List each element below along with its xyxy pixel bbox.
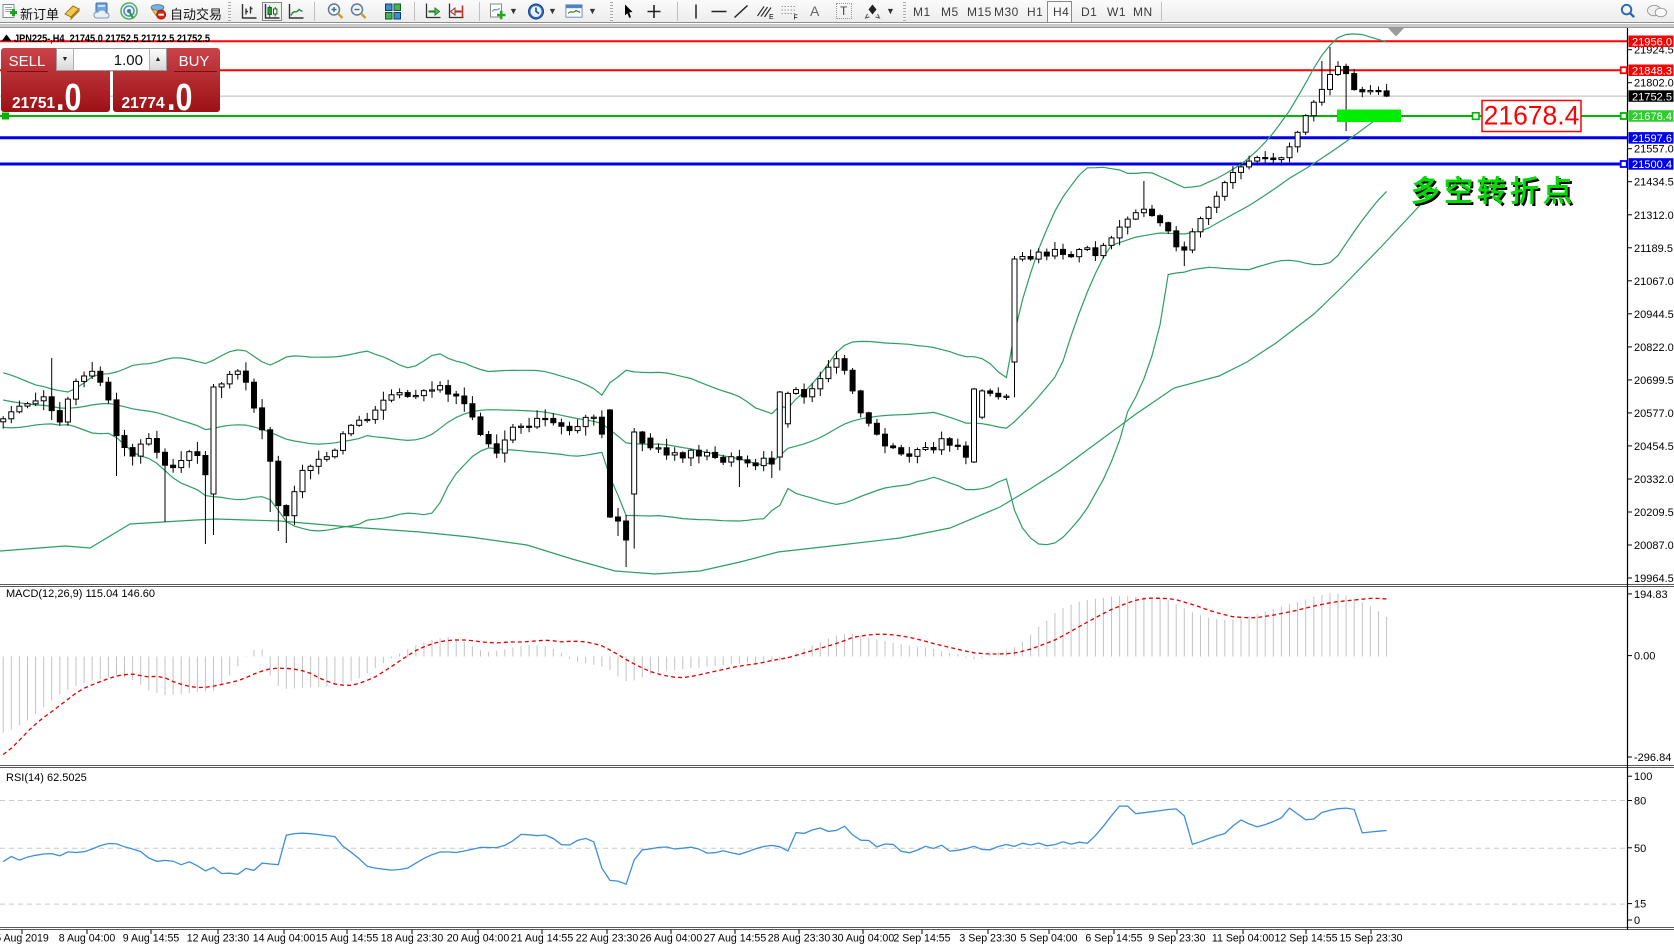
- svg-text:20944.5: 20944.5: [1634, 309, 1674, 321]
- svg-text:21678.4: 21678.4: [1484, 101, 1580, 131]
- svg-text:80: 80: [1634, 796, 1646, 808]
- svg-text:28 Aug 23:30: 28 Aug 23:30: [768, 933, 831, 945]
- svg-text:15: 15: [1634, 899, 1646, 911]
- svg-text:20209.5: 20209.5: [1634, 507, 1674, 519]
- svg-text:5 Sep 04:00: 5 Sep 04:00: [1020, 933, 1077, 945]
- svg-text:MACD(12,26,9) 115.04 146.60: MACD(12,26,9) 115.04 146.60: [6, 588, 155, 600]
- svg-text:11 Sep 04:00: 11 Sep 04:00: [1212, 933, 1274, 945]
- svg-text:21956.0: 21956.0: [1632, 36, 1672, 48]
- svg-text:21802.0: 21802.0: [1634, 78, 1674, 90]
- svg-text:14 Aug 04:00: 14 Aug 04:00: [253, 933, 316, 945]
- svg-text:21597.6: 21597.6: [1632, 133, 1672, 145]
- svg-text:20 Aug 04:00: 20 Aug 04:00: [447, 933, 510, 945]
- svg-text:20087.0: 20087.0: [1634, 540, 1674, 552]
- svg-text:9 Aug 14:55: 9 Aug 14:55: [123, 933, 180, 945]
- svg-text:0: 0: [1634, 915, 1640, 927]
- svg-text:18 Aug 23:30: 18 Aug 23:30: [381, 933, 444, 945]
- svg-text:RSI(14) 62.5025: RSI(14) 62.5025: [6, 772, 87, 784]
- svg-text:5 Aug 2019: 5 Aug 2019: [0, 933, 49, 945]
- svg-text:21434.5: 21434.5: [1634, 177, 1674, 189]
- svg-text:30 Aug 04:00: 30 Aug 04:00: [832, 933, 895, 945]
- svg-text:JPN225-,H4 21745.0 21752.5 21: JPN225-,H4 21745.0 21752.5 21712.5 21752…: [14, 33, 210, 45]
- svg-text:21500.4: 21500.4: [1632, 159, 1672, 171]
- svg-text:多空转折点: 多空转折点: [1413, 176, 1578, 210]
- svg-text:194.83: 194.83: [1634, 589, 1668, 601]
- svg-text:12 Aug 23:30: 12 Aug 23:30: [187, 933, 250, 945]
- svg-text:8 Aug 04:00: 8 Aug 04:00: [59, 933, 116, 945]
- svg-text:15 Sep 23:30: 15 Sep 23:30: [1339, 933, 1402, 945]
- svg-text:100: 100: [1634, 771, 1652, 783]
- svg-text:21 Aug 14:55: 21 Aug 14:55: [511, 933, 574, 945]
- svg-text:-296.84: -296.84: [1634, 752, 1671, 764]
- svg-text:21848.3: 21848.3: [1632, 65, 1672, 77]
- svg-text:50: 50: [1634, 843, 1646, 855]
- svg-text:12 Sep 14:55: 12 Sep 14:55: [1274, 933, 1337, 945]
- svg-text:21189.5: 21189.5: [1634, 243, 1673, 255]
- svg-text:21924.5: 21924.5: [1634, 45, 1674, 57]
- svg-text:3 Sep 23:30: 3 Sep 23:30: [959, 933, 1016, 945]
- svg-text:20577.0: 20577.0: [1634, 408, 1674, 420]
- svg-text:21312.0: 21312.0: [1634, 210, 1674, 222]
- svg-text:20699.5: 20699.5: [1634, 375, 1674, 387]
- svg-text:21752.5: 21752.5: [1632, 91, 1672, 103]
- svg-text:6 Sep 14:55: 6 Sep 14:55: [1085, 933, 1142, 945]
- svg-text:19964.5: 19964.5: [1634, 573, 1674, 585]
- svg-text:0.00: 0.00: [1634, 651, 1655, 663]
- svg-text:22 Aug 23:30: 22 Aug 23:30: [576, 933, 639, 945]
- svg-text:20822.0: 20822.0: [1634, 342, 1674, 354]
- svg-text:21678.4: 21678.4: [1632, 111, 1672, 123]
- svg-text:21067.0: 21067.0: [1634, 276, 1674, 288]
- svg-text:15 Aug 14:55: 15 Aug 14:55: [316, 933, 379, 945]
- svg-text:21557.0: 21557.0: [1634, 144, 1674, 156]
- svg-text:20454.5: 20454.5: [1634, 441, 1674, 453]
- svg-text:27 Aug 14:55: 27 Aug 14:55: [704, 933, 767, 945]
- svg-text:20332.0: 20332.0: [1634, 474, 1674, 486]
- svg-text:2 Sep 14:55: 2 Sep 14:55: [893, 933, 950, 945]
- svg-text:E: E: [769, 14, 774, 21]
- svg-text:26 Aug 04:00: 26 Aug 04:00: [640, 933, 703, 945]
- svg-text:F: F: [794, 15, 798, 22]
- svg-text:9 Sep 23:30: 9 Sep 23:30: [1148, 933, 1205, 945]
- svg-text:多空转折点: 多空转折点: [1411, 174, 1576, 208]
